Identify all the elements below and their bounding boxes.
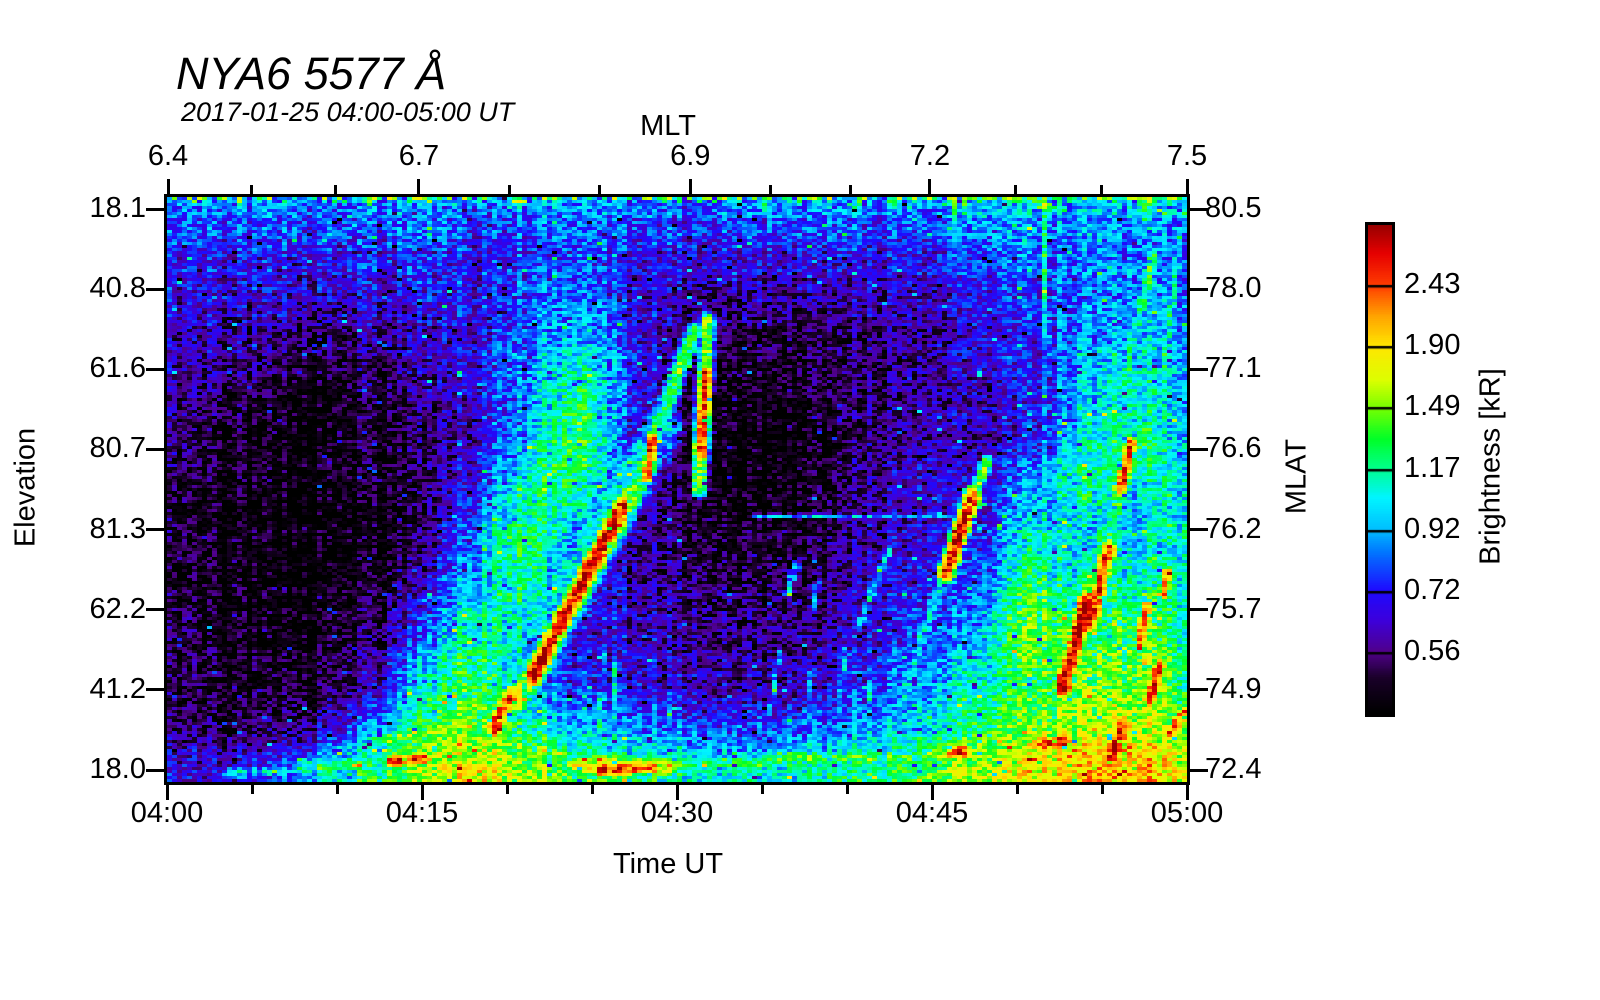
top-axis-label: MLT	[640, 110, 696, 142]
top-minor-tick	[250, 185, 254, 194]
bottom-major-tick	[1185, 785, 1189, 800]
top-minor-tick	[848, 185, 852, 194]
brightness-heatmap	[167, 197, 1187, 782]
right-tick	[1190, 287, 1208, 291]
bottom-minor-tick	[760, 785, 764, 794]
right-tick-label: 78.0	[1205, 272, 1262, 305]
right-tick-label: 76.6	[1205, 432, 1262, 465]
left-tick	[146, 528, 164, 532]
top-major-tick	[166, 179, 170, 194]
top-minor-tick	[333, 185, 337, 194]
top-minor-tick	[768, 185, 772, 194]
right-tick	[1190, 207, 1208, 211]
bottom-minor-tick	[1015, 785, 1019, 794]
bottom-minor-tick	[335, 785, 339, 794]
right-tick-label: 74.9	[1205, 672, 1262, 705]
top-major-tick	[928, 179, 932, 194]
right-tick-label: 72.4	[1205, 753, 1262, 785]
colorbar-tick-label: 2.43	[1404, 268, 1461, 301]
bottom-tick-label: 05:00	[1150, 797, 1224, 829]
right-tick-label: 76.2	[1205, 512, 1262, 545]
top-major-tick	[1185, 179, 1189, 194]
page-title: NYA6 5577 Å	[176, 48, 447, 99]
bottom-tick-label: 04:30	[640, 797, 714, 829]
bottom-tick-label: 04:15	[385, 797, 459, 829]
colorbar-tick-label: 1.49	[1404, 390, 1461, 423]
left-tick	[146, 688, 164, 692]
bottom-minor-tick	[505, 785, 509, 794]
top-tick-label: 7.5	[1166, 140, 1208, 172]
bottom-major-tick	[420, 785, 424, 800]
top-minor-tick	[1099, 185, 1103, 194]
top-tick-label: 6.4	[147, 140, 189, 172]
bottom-tick-label: 04:00	[130, 797, 204, 829]
colorbar-gradient	[1368, 225, 1392, 714]
top-major-tick	[688, 179, 692, 194]
bottom-axis-label: Time UT	[612, 848, 724, 880]
right-tick-label: 80.5	[1205, 192, 1262, 224]
colorbar-tick-label: 1.90	[1404, 329, 1461, 362]
top-minor-tick	[1014, 185, 1018, 194]
right-tick	[1190, 528, 1208, 532]
left-tick-label: 80.7	[89, 432, 146, 465]
left-tick	[146, 207, 164, 211]
page-subtitle: 2017-01-25 04:00-05:00 UT	[181, 97, 515, 127]
bottom-major-tick	[675, 785, 679, 800]
colorbar-tick-label: 1.17	[1404, 451, 1461, 484]
left-tick	[146, 367, 164, 371]
bottom-major-tick	[930, 785, 934, 800]
colorbar-tick-label: 0.92	[1404, 512, 1461, 545]
bottom-minor-tick	[590, 785, 594, 794]
top-tick-label: 7.2	[909, 140, 951, 172]
left-tick-label: 18.0	[89, 753, 146, 785]
right-tick	[1190, 447, 1208, 451]
left-tick	[146, 608, 164, 612]
plot-frame	[164, 194, 1190, 785]
left-tick	[146, 287, 164, 291]
top-tick-label: 6.9	[670, 140, 711, 172]
left-tick-label: 61.6	[89, 352, 146, 385]
right-tick-label: 75.7	[1205, 592, 1262, 625]
top-major-tick	[417, 179, 421, 194]
bottom-tick-label: 04:45	[895, 797, 969, 829]
colorbar-frame	[1365, 222, 1395, 717]
bottom-minor-tick	[845, 785, 849, 794]
left-tick	[146, 768, 164, 772]
right-tick	[1190, 367, 1208, 371]
bottom-major-tick	[165, 785, 169, 800]
right-tick-label: 77.1	[1205, 352, 1262, 385]
bottom-minor-tick	[250, 785, 254, 794]
colorbar-tick-label: 0.72	[1404, 573, 1461, 606]
top-minor-tick	[598, 185, 602, 194]
left-tick-label: 81.3	[89, 512, 146, 545]
left-tick-label: 62.2	[89, 592, 146, 625]
bottom-minor-tick	[1100, 785, 1104, 794]
left-tick-label: 41.2	[89, 672, 146, 705]
top-tick-label: 6.7	[398, 140, 440, 172]
right-tick	[1190, 688, 1208, 692]
left-tick-label: 40.8	[89, 272, 146, 305]
left-tick	[146, 447, 164, 451]
right-tick	[1190, 608, 1208, 612]
right-tick	[1190, 768, 1208, 772]
left-tick-label: 18.1	[89, 192, 146, 224]
top-minor-tick	[507, 185, 511, 194]
colorbar-tick-label: 0.56	[1404, 634, 1461, 667]
